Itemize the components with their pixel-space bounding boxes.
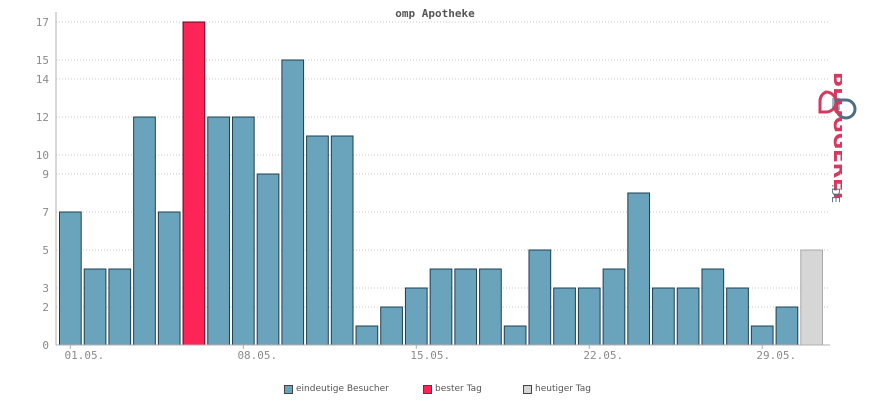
bar-03.05.: [108, 268, 132, 346]
y-tick-label: 0: [42, 339, 49, 352]
y-tick-label: 5: [42, 244, 49, 257]
y-tick-label: 7: [42, 206, 49, 219]
x-tick-label: 15.05.: [410, 349, 450, 362]
x-axis-ticks: 01.05. 08.05. 15.05. 22.05. 29.05.: [64, 345, 796, 362]
bar-19.05.: [503, 325, 527, 346]
bar-12.05.: [330, 135, 354, 346]
y-tick-label: 3: [42, 282, 49, 295]
x-tick-label: 08.05.: [237, 349, 277, 362]
legend-item-visitors: eindeutige Besucher: [284, 384, 389, 394]
x-tick-label: 01.05.: [64, 349, 104, 362]
bloggerei-logo-text: BLOGGEREI .DE: [829, 72, 842, 203]
legend-label-best-day: bester Tag: [435, 384, 482, 394]
bar-23.05.: [602, 268, 626, 346]
bar-29.05.: [750, 325, 774, 346]
chart-title: omp Apotheke: [395, 7, 475, 20]
y-tick-label: 2: [42, 301, 49, 314]
bar-21.05.: [553, 287, 576, 346]
legend-label-visitors: eindeutige Besucher: [296, 384, 389, 394]
bar-05.05.: [157, 211, 181, 346]
bar-31.05.: [800, 249, 824, 346]
bar-27.05.: [701, 268, 725, 346]
bar-11.05.: [306, 135, 329, 346]
x-tick-label: 22.05.: [583, 349, 623, 362]
bar-04.05.: [133, 116, 156, 346]
y-tick-label: 9: [42, 168, 49, 181]
y-tick-label: 14: [36, 73, 50, 86]
bar-10.05.: [281, 59, 305, 346]
bar-22.05.: [577, 287, 601, 346]
bar-08.05.: [231, 116, 255, 346]
svg-text:.DE: .DE: [829, 184, 842, 203]
bar-24.05.: [627, 192, 651, 346]
y-tick-label: 17: [36, 16, 49, 29]
y-axis-ticks: 0 2 3 5 7 9 10 12 14 15 17: [36, 16, 50, 352]
x-tick-label: 29.05.: [756, 349, 796, 362]
bar-15.05.: [404, 287, 428, 346]
y-tick-label: 12: [36, 111, 49, 124]
bloggerei-logo-icon: [818, 90, 857, 120]
bar-14.05.: [380, 306, 403, 346]
bar-07.05.: [207, 116, 230, 346]
bar-20.05.: [528, 249, 552, 346]
bar-25.05.: [652, 287, 675, 346]
legend-item-today: heutiger Tag: [523, 384, 591, 394]
bar-13.05.: [355, 325, 379, 346]
svg-text:BLOGGEREI: BLOGGEREI: [829, 72, 842, 199]
bars: [59, 21, 824, 346]
chart-legend: eindeutige Besucher bester Tag heutiger …: [0, 384, 870, 400]
bar-16.05.: [429, 268, 453, 346]
legend-item-best-day: bester Tag: [423, 384, 482, 394]
bar-30.05.: [775, 306, 799, 346]
bar-02.05.: [83, 268, 107, 346]
bar-18.05.: [479, 268, 502, 346]
y-tick-label: 10: [36, 149, 49, 162]
legend-label-today: heutiger Tag: [535, 384, 592, 394]
legend-swatch-visitors: [284, 384, 293, 394]
bar-09.05.: [256, 173, 280, 346]
bar-01.05.: [59, 211, 82, 346]
bar-26.05.: [676, 287, 700, 346]
bar-06.05.: [182, 21, 206, 346]
legend-swatch-today: [523, 384, 532, 394]
legend-swatch-best-day: [423, 384, 432, 394]
y-tick-label: 15: [36, 54, 49, 67]
bar-17.05.: [454, 268, 478, 346]
bar-28.05.: [726, 287, 749, 346]
